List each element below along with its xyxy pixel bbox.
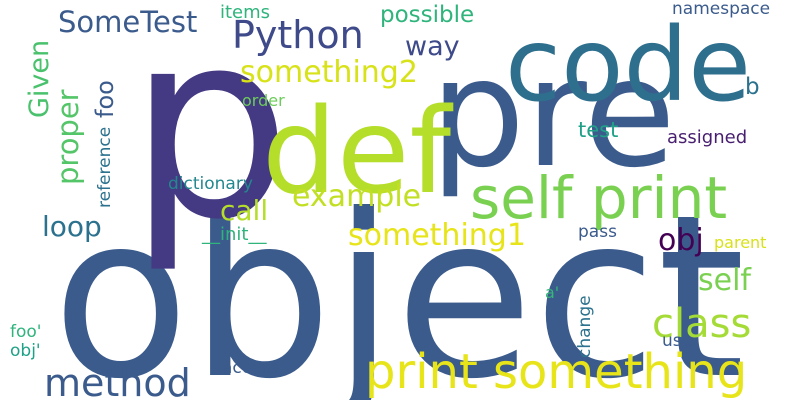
word-call: call <box>220 194 268 227</box>
word-class: class <box>652 301 751 347</box>
word-self-print: self print <box>470 164 727 232</box>
word-print-something: print something <box>365 344 747 400</box>
word-way: way <box>405 31 460 62</box>
word-change: change <box>575 295 595 358</box>
word-obj: obj <box>658 223 704 258</box>
word-object: object <box>52 167 745 400</box>
word-reference: reference <box>95 127 115 208</box>
word-obj-quote: obj' <box>10 341 41 361</box>
word-something1: something1 <box>348 218 526 253</box>
word-loop: loop <box>42 210 102 243</box>
word-order: order <box>242 91 285 110</box>
word-access: access <box>222 358 279 378</box>
word-code: code <box>505 6 751 125</box>
word-proper: proper <box>51 89 85 185</box>
word-a-quote: a' <box>545 283 559 302</box>
word-example: example <box>292 179 421 214</box>
word-foo: foo <box>91 80 119 118</box>
word-parent: parent <box>714 233 766 252</box>
word-self: self <box>698 263 752 298</box>
word-pass: pass <box>578 222 617 242</box>
word-foo-quote: foo' <box>10 322 41 342</box>
word-something2: something2 <box>240 55 418 90</box>
word-given: Given <box>24 40 55 118</box>
word-items: items <box>220 2 270 23</box>
word-def: def <box>262 82 454 220</box>
word-use: use <box>662 331 692 351</box>
word-p: p <box>128 0 292 276</box>
word-test: test <box>578 118 618 142</box>
word-b: b <box>745 74 760 100</box>
word-pre: pre <box>430 27 676 201</box>
word-namespace: namespace <box>672 0 770 19</box>
word-init: __init__ <box>201 224 267 245</box>
word-assigned: assigned <box>667 127 747 148</box>
word-possible: possible <box>380 2 474 28</box>
word-method: method <box>44 361 191 400</box>
word-sometest: SomeTest <box>58 5 197 39</box>
word-dictionary: dictionary <box>168 174 253 194</box>
word-python: Python <box>232 13 364 57</box>
